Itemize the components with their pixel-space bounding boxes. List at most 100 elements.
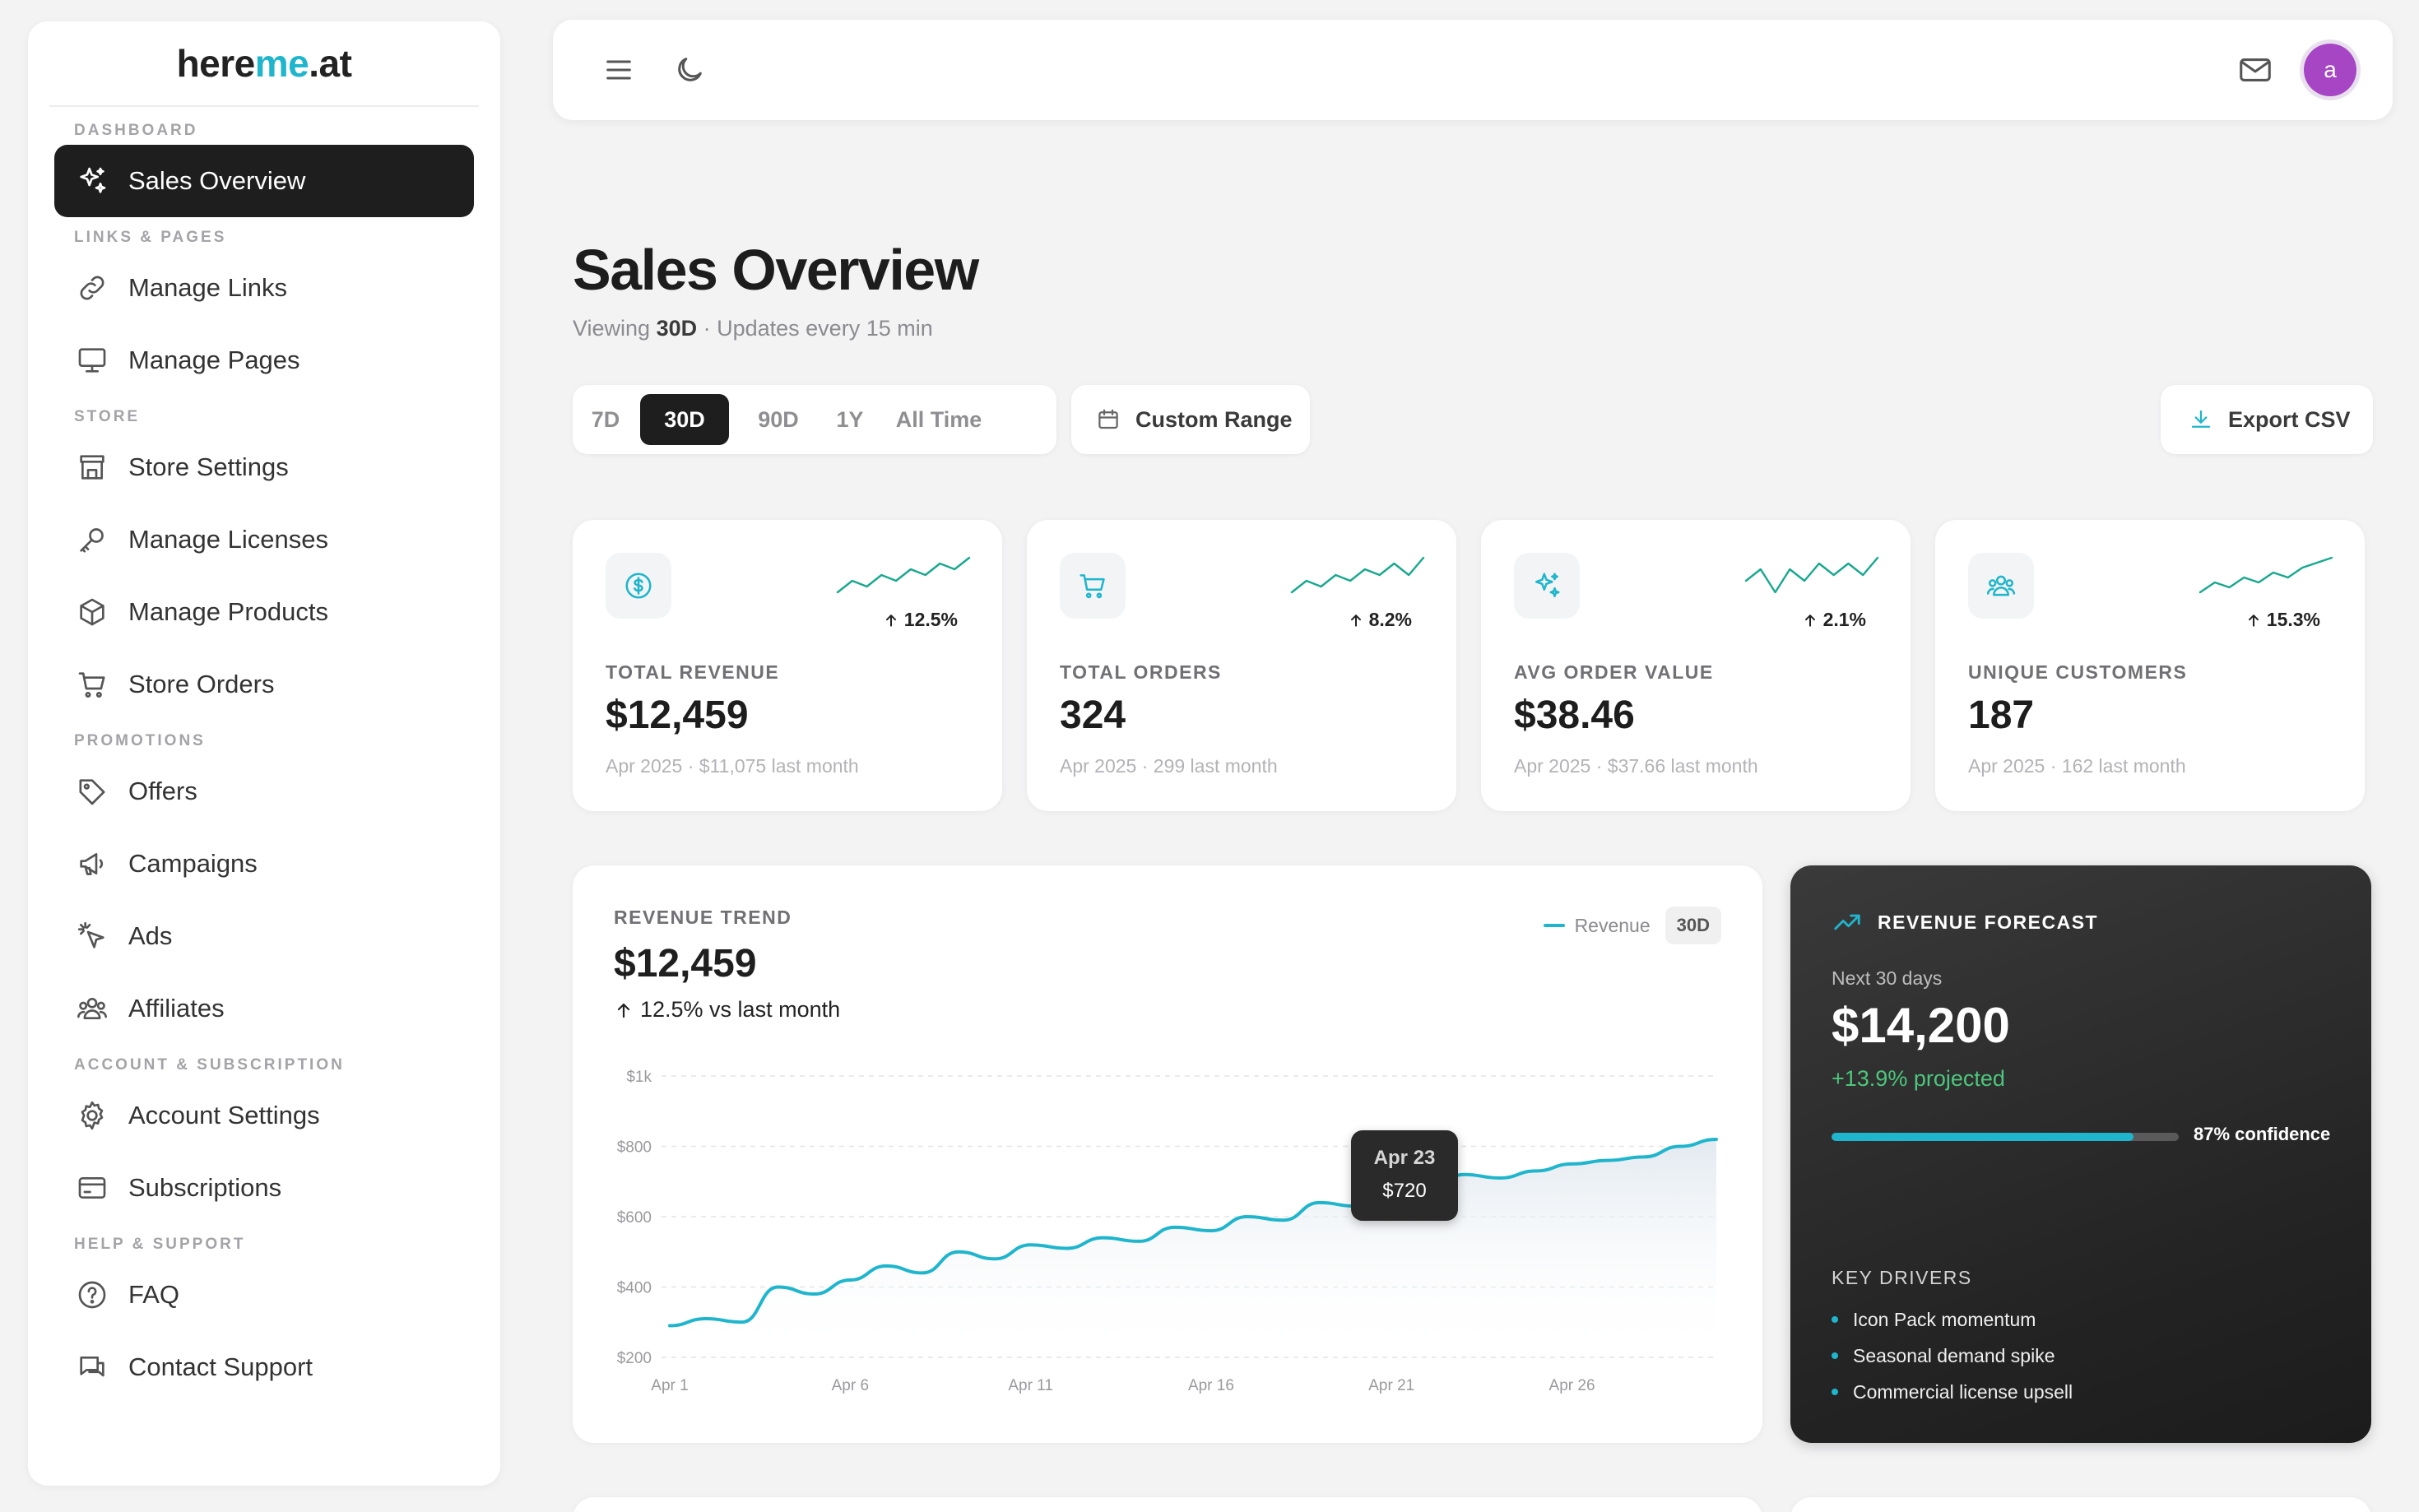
stat-delta-text: 15.3%	[2266, 609, 2320, 630]
chart-legend: Revenue 30D	[1543, 907, 1721, 944]
megaphone-icon	[76, 847, 109, 880]
page-title: Sales Overview	[573, 238, 979, 302]
stat-label: TOTAL ORDERS	[1060, 661, 1222, 683]
sidebar-item-manage-pages[interactable]: Manage Pages	[54, 324, 474, 397]
range-30d[interactable]: 30D	[640, 394, 729, 445]
sidebar-item-store-orders[interactable]: Store Orders	[54, 648, 474, 721]
revenue-trend-card: $200 $400 $600 $800 $1k Apr 1 Apr 6 Apr 11 Apr 1…	[573, 865, 1762, 1443]
stat-delta-text: 12.5%	[903, 609, 958, 630]
forecast-projected: +13.9% projected	[1832, 1066, 2005, 1091]
bullet-dot	[1832, 1389, 1838, 1395]
sidebar-item-affiliates[interactable]: Affiliates	[54, 972, 474, 1045]
stat-delta-text: 8.2%	[1368, 609, 1412, 630]
box-icon	[76, 596, 109, 628]
download-icon	[2189, 407, 2213, 432]
sparkles-icon	[1514, 553, 1580, 619]
sidebar-item-label: Manage Links	[128, 273, 288, 302]
credit-card-icon	[76, 1171, 109, 1204]
custom-range-button[interactable]: Custom Range	[1071, 385, 1310, 454]
cursor-click-icon	[76, 920, 109, 953]
stat-label: TOTAL REVENUE	[606, 661, 780, 683]
forecast-value: $14,200	[1832, 998, 2010, 1053]
revenue-area	[670, 1139, 1716, 1357]
range-7d[interactable]: 7D	[591, 406, 620, 432]
stat-value: 324	[1060, 693, 1126, 737]
range-1y[interactable]: 1Y	[836, 406, 864, 432]
sparkline	[1744, 556, 1879, 594]
y-tick-label: $600	[617, 1209, 652, 1227]
sparkline	[836, 556, 971, 594]
export-csv-label: Export CSV	[2228, 406, 2351, 432]
stat-value: $38.46	[1514, 693, 1635, 737]
moon-icon[interactable]	[673, 53, 706, 86]
key-driver-text: Icon Pack momentum	[1853, 1308, 2036, 1330]
revenue-line	[668, 1137, 1718, 1328]
sidebar-item-label: Account Settings	[128, 1101, 320, 1129]
sidebar-item-label: FAQ	[128, 1280, 180, 1309]
top-bar: a	[553, 20, 2393, 120]
tag-icon	[76, 775, 109, 808]
range-90d[interactable]: 90D	[758, 406, 799, 432]
bullet-dot	[1832, 1316, 1838, 1323]
confidence-label: 87% confidence	[2194, 1124, 2331, 1144]
brand-part: me	[254, 42, 309, 85]
x-tick-label: Apr 6	[832, 1377, 869, 1394]
trend-label: REVENUE TREND	[614, 907, 792, 928]
sidebar-item-contact-support[interactable]: Contact Support	[54, 1331, 474, 1403]
trend-delta: 12.5% vs last month	[614, 997, 840, 1023]
arrow-up-icon	[1350, 614, 1361, 627]
sidebar-item-offers[interactable]: Offers	[54, 755, 474, 828]
chat-icon	[76, 1351, 109, 1384]
stat-card: 2.1% AVG ORDER VALUE $38.46 Apr 2025 · $37.…	[1481, 520, 1911, 811]
trend-delta-text: 12.5% vs last month	[640, 997, 841, 1022]
sidebar-item-manage-products[interactable]: Manage Products	[54, 576, 474, 648]
confidence-bar	[1832, 1133, 2179, 1141]
page-subtitle: Viewing 30D · Updates every 15 min	[573, 316, 933, 341]
nav-section-title: LINKS & PAGES	[74, 229, 227, 246]
sidebar-item-store-settings[interactable]: Store Settings	[54, 431, 474, 503]
key-driver-item: Seasonal demand spike	[1832, 1338, 2073, 1374]
trend-value: $12,459	[614, 942, 757, 986]
dollar-circle-icon	[606, 553, 671, 619]
arrow-up-icon	[885, 614, 896, 627]
tooltip-date: Apr 23	[1373, 1147, 1436, 1169]
sidebar-item-label: Store Settings	[128, 452, 289, 481]
chart-tooltip: Apr 23 $720	[1351, 1130, 1458, 1221]
export-csv-button[interactable]: Export CSV	[2161, 385, 2373, 454]
sidebar-item-manage-links[interactable]: Manage Links	[54, 252, 474, 324]
cart-icon	[76, 668, 109, 701]
mail-icon[interactable]	[2236, 51, 2274, 89]
sidebar-item-manage-licenses[interactable]: Manage Licenses	[54, 503, 474, 576]
bottom-card	[1790, 1497, 2371, 1512]
menu-icon[interactable]	[602, 53, 635, 86]
store-icon	[76, 451, 109, 484]
y-tick-label: $1k	[626, 1069, 652, 1086]
key-driver-text: Seasonal demand spike	[1853, 1344, 2055, 1366]
range-all-time[interactable]: All Time	[895, 406, 982, 432]
key-drivers-list: Icon Pack momentum Seasonal demand spike C…	[1832, 1301, 2073, 1410]
sidebar-item-label: Manage Pages	[128, 346, 300, 374]
stat-label: UNIQUE CUSTOMERS	[1968, 661, 2188, 683]
revenue-forecast-card: REVENUE FORECAST Next 30 days $14,200 +1…	[1790, 865, 2371, 1443]
subtitle-range: 30D	[656, 316, 698, 341]
confidence-bar-fill	[1832, 1133, 2134, 1141]
sidebar-item-faq[interactable]: FAQ	[54, 1259, 474, 1331]
tooltip-value: $720	[1382, 1180, 1427, 1202]
sidebar-item-campaigns[interactable]: Campaigns	[54, 828, 474, 900]
avatar[interactable]: a	[2304, 44, 2356, 96]
sidebar-item-ads[interactable]: Ads	[54, 900, 474, 972]
range-selector: 7D 30D 90D 1Y All Time	[573, 385, 1056, 454]
sidebar-item-sales-overview[interactable]: Sales Overview	[54, 145, 474, 217]
sidebar-item-subscriptions[interactable]: Subscriptions	[54, 1152, 474, 1224]
stat-footnote: Apr 2025 · 162 last month	[1968, 755, 2186, 777]
monitor-icon	[76, 344, 109, 377]
sidebar-item-label: Contact Support	[128, 1352, 313, 1381]
sidebar-item-account-settings[interactable]: Account Settings	[54, 1079, 474, 1152]
x-tick-label: Apr 1	[651, 1377, 688, 1394]
key-driver-text: Commercial license upsell	[1853, 1380, 2073, 1403]
legend-swatch	[1543, 924, 1565, 927]
key-driver-item: Icon Pack momentum	[1832, 1301, 2073, 1338]
sidebar-item-label: Campaigns	[128, 849, 258, 878]
arrow-up-icon	[2248, 614, 2259, 627]
brand-logo[interactable]: here me .at	[49, 21, 479, 107]
